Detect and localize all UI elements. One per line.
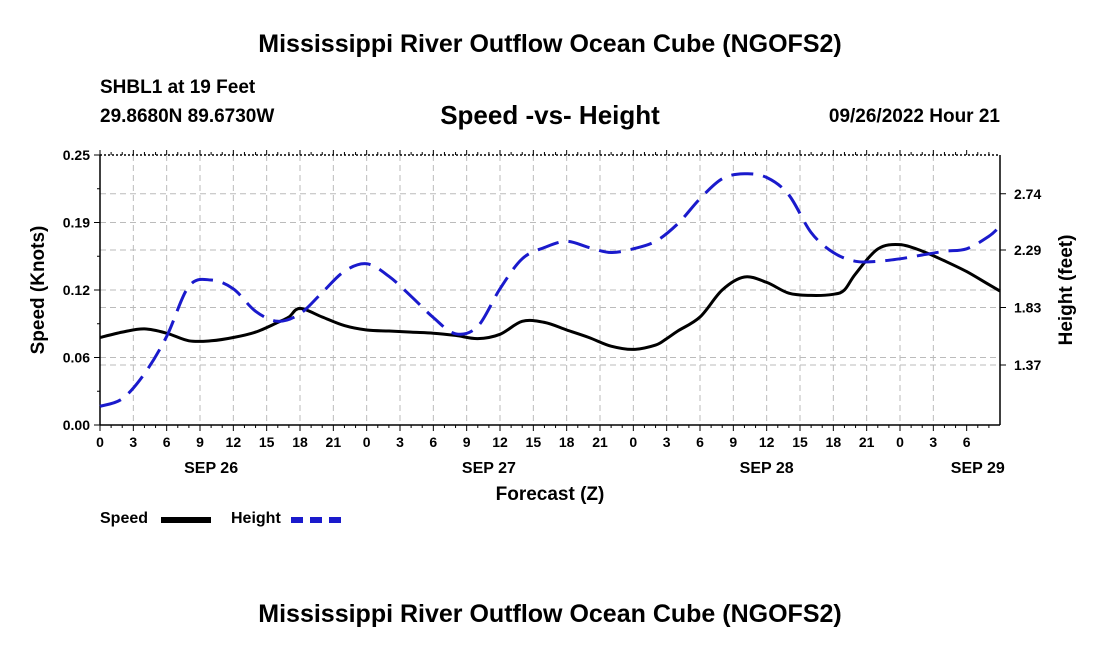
x-tick-label: 3 <box>129 434 137 450</box>
x-tick-label: 18 <box>826 434 842 450</box>
station-label: SHBL1 at 19 Feet <box>100 77 256 98</box>
x-tick-label: 18 <box>292 434 308 450</box>
x-tick-label: 15 <box>526 434 542 450</box>
legend-height-label: Height <box>231 510 281 527</box>
date-label: SEP 28 <box>740 460 794 477</box>
y2-tick-label: 2.29 <box>1014 242 1041 258</box>
x-tick-label: 15 <box>792 434 808 450</box>
x-tick-label: 6 <box>163 434 171 450</box>
x-tick-label: 21 <box>859 434 875 450</box>
height-series-line <box>99 172 1002 408</box>
x-tick-label: 18 <box>559 434 575 450</box>
x-tick-label: 21 <box>326 434 342 450</box>
main-title: Mississippi River Outflow Ocean Cube (NG… <box>258 30 842 58</box>
x-tick-label: 3 <box>396 434 404 450</box>
x-tick-label: 9 <box>463 434 471 450</box>
x-tick-label: 12 <box>759 434 775 450</box>
date-label: SEP 27 <box>462 460 516 477</box>
x-tick-label: 12 <box>492 434 508 450</box>
y-tick-label: 0.06 <box>63 350 90 366</box>
legend-speed-label: Speed <box>100 510 149 527</box>
y2-axis-title: Height (feet) <box>1056 235 1077 346</box>
x-tick-label: 6 <box>696 434 704 450</box>
x-tick-label: 12 <box>226 434 242 450</box>
y-tick-label: 0.00 <box>63 417 90 433</box>
y2-tick-label: 1.83 <box>1014 300 1041 316</box>
date-label: SEP 29 <box>951 460 1005 477</box>
x-tick-label: 6 <box>963 434 971 450</box>
x-tick-label: 21 <box>592 434 608 450</box>
x-tick-label: 3 <box>663 434 671 450</box>
date-label: SEP 26 <box>184 460 238 477</box>
x-axis-title: Forecast (Z) <box>496 484 605 505</box>
footer-title: Mississippi River Outflow Ocean Cube (NG… <box>258 600 842 628</box>
x-tick-label: 9 <box>729 434 737 450</box>
x-tick-label: 3 <box>929 434 937 450</box>
y-tick-label: 0.19 <box>63 215 90 231</box>
y2-tick-label: 1.37 <box>1014 357 1041 373</box>
x-tick-label: 0 <box>96 434 104 450</box>
legend-speed-swatch <box>161 517 211 523</box>
legend-height-swatch <box>291 517 341 523</box>
y2-tick-label: 2.74 <box>1014 186 1041 202</box>
x-tick-label: 9 <box>196 434 204 450</box>
coordinates-label: 29.8680N 89.6730W <box>100 106 275 127</box>
x-tick-label: 6 <box>429 434 437 450</box>
chart-subtitle: Speed -vs- Height <box>440 100 660 130</box>
x-tick-label: 15 <box>259 434 275 450</box>
x-tick-label: 0 <box>629 434 637 450</box>
y-axis-title: Speed (Knots) <box>28 226 49 355</box>
y-tick-label: 0.25 <box>63 147 90 163</box>
x-tick-label: 0 <box>896 434 904 450</box>
y-tick-label: 0.12 <box>63 282 90 298</box>
x-tick-label: 0 <box>363 434 371 450</box>
speed-series-line <box>99 242 1001 351</box>
forecast-datetime: 09/26/2022 Hour 21 <box>828 106 1000 127</box>
